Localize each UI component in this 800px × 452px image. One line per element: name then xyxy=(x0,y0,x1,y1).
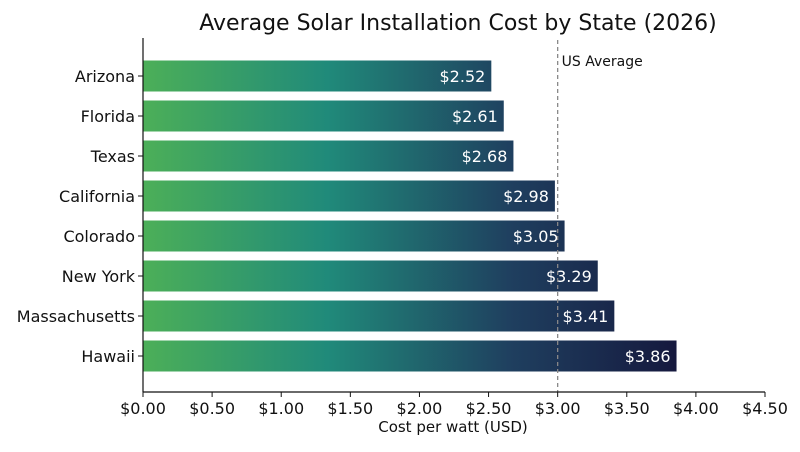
chart-title: Average Solar Installation Cost by State… xyxy=(199,11,717,36)
bar-hawaii xyxy=(143,340,677,372)
bar-value-label-massachusetts: $3.41 xyxy=(563,307,609,326)
bar-value-label-texas: $2.68 xyxy=(462,147,508,166)
x-tick-label-0: $0.00 xyxy=(120,399,166,418)
x-tick-label-2: $1.00 xyxy=(258,399,304,418)
y-tick-label-new-york: New York xyxy=(62,267,136,286)
bar-value-label-hawaii: $3.86 xyxy=(625,347,671,366)
us-average-label: US Average xyxy=(562,54,643,70)
bar-value-label-arizona: $2.52 xyxy=(440,67,486,86)
bar-value-label-california: $2.98 xyxy=(503,187,549,206)
y-tick-label-massachusetts: Massachusetts xyxy=(17,307,135,326)
x-tick-label-4: $2.00 xyxy=(397,399,443,418)
bar-arizona xyxy=(143,60,492,92)
bars-layer: $2.52 $2.61 $2.68 $2.98 $3.05 $3.29 $3.41 $3.86 xyxy=(143,60,677,372)
x-tick-label-5: $2.50 xyxy=(466,399,512,418)
bar-value-label-colorado: $3.05 xyxy=(513,227,559,246)
x-tick-label-8: $4.00 xyxy=(673,399,719,418)
bar-texas xyxy=(143,140,514,172)
bar-value-label-florida: $2.61 xyxy=(452,107,498,126)
bar-massachusetts xyxy=(143,300,615,332)
y-tick-label-florida: Florida xyxy=(81,107,135,126)
y-tick-label-arizona: Arizona xyxy=(75,67,135,86)
x-tick-label-6: $3.00 xyxy=(535,399,581,418)
reference-layer: US Average xyxy=(557,40,643,392)
y-tick-label-colorado: Colorado xyxy=(63,227,135,246)
x-tick-label-3: $1.50 xyxy=(327,399,373,418)
bar-colorado xyxy=(143,220,565,252)
y-tick-label-texas: Texas xyxy=(90,147,135,166)
x-tick-label-1: $0.50 xyxy=(189,399,235,418)
x-tick-label-9: $4.50 xyxy=(742,399,788,418)
bar-california xyxy=(143,180,555,212)
axes-layer: Arizona Florida Texas California Colorado New… xyxy=(17,38,788,418)
bar-florida xyxy=(143,100,504,132)
y-tick-label-california: California xyxy=(59,187,135,206)
x-axis-label: Cost per watt (USD) xyxy=(378,418,528,436)
bar-new-york xyxy=(143,260,598,292)
x-tick-label-7: $3.50 xyxy=(604,399,650,418)
bar-value-label-new-york: $3.29 xyxy=(546,267,592,286)
y-tick-label-hawaii: Hawaii xyxy=(81,347,135,366)
